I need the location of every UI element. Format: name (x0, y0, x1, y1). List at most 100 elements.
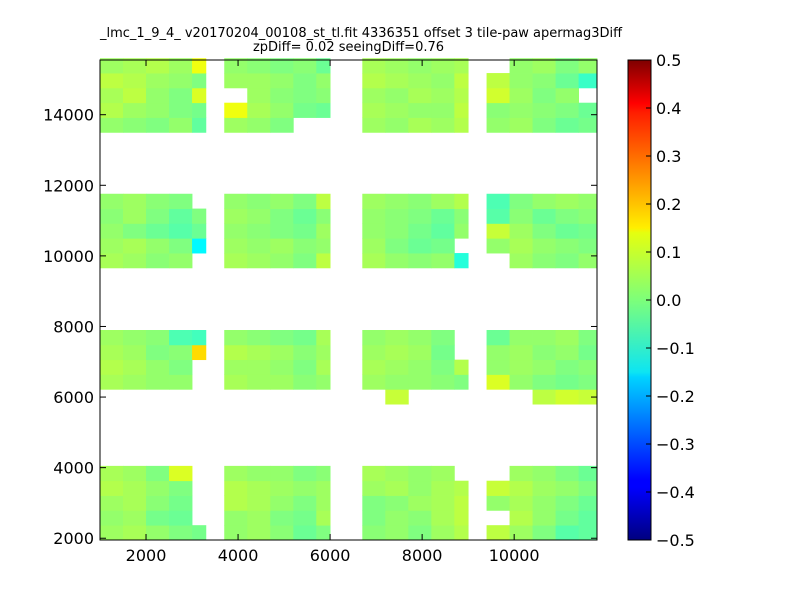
heatmap-cell (316, 330, 331, 346)
heatmap-cell (293, 238, 317, 254)
heatmap-cell (578, 359, 598, 375)
heatmap-cell (123, 117, 147, 133)
heatmap-cell (362, 525, 386, 541)
heatmap-cell (247, 359, 271, 375)
heatmap-cell (509, 102, 533, 118)
heatmap-cell (578, 73, 598, 89)
heatmap-cell (224, 374, 248, 390)
heatmap-cell (509, 330, 533, 346)
heatmap-cell (123, 193, 147, 209)
heatmap-cell (146, 510, 170, 526)
heatmap-cell (192, 344, 207, 361)
heatmap-cell (316, 253, 331, 269)
heatmap-cell (316, 73, 331, 89)
heatmap-cell (486, 73, 510, 89)
heatmap-cell (408, 344, 432, 361)
heatmap-cell (192, 208, 207, 224)
colorbar-tick-label: −0.4 (656, 483, 695, 502)
heatmap-cell (247, 525, 271, 541)
heatmap-cell (192, 73, 207, 89)
heatmap-cell (578, 495, 598, 511)
heatmap-cell (169, 525, 193, 541)
plot-frame (99, 59, 598, 541)
heatmap-cell (578, 238, 598, 254)
heatmap-cell (247, 374, 271, 390)
heatmap-cell (146, 102, 170, 118)
heatmap-cell (362, 480, 386, 496)
heatmap-cell (408, 193, 432, 209)
heatmap-cell (224, 525, 248, 541)
heatmap-cell (247, 58, 271, 74)
x-tick-label: 6000 (310, 546, 351, 565)
heatmap-cell (224, 495, 248, 511)
colorbar-tick-label: 0.4 (656, 99, 681, 118)
heatmap-cell (532, 344, 556, 361)
heatmap-cell (578, 117, 598, 133)
heatmap-cell (316, 374, 331, 390)
heatmap-cell (509, 87, 533, 104)
heatmap-cell (578, 465, 598, 482)
heatmap-cell (509, 58, 533, 74)
colorbar-tick-label: 0.5 (656, 51, 681, 70)
heatmap-cell (169, 193, 193, 209)
heatmap-cell (532, 117, 556, 133)
heatmap-cell (408, 223, 432, 239)
colorbar-tick-label: 0.3 (656, 147, 681, 166)
heatmap-cell (431, 208, 455, 224)
heatmap-cell (532, 389, 556, 405)
heatmap-cell (224, 253, 248, 269)
y-axis: 2000 4000 6000 8000 10000 12000 14000 (43, 106, 597, 548)
heatmap-cell (454, 510, 469, 526)
heatmap-cell (362, 510, 386, 526)
heatmap-cell (578, 223, 598, 239)
heatmap-cell (454, 117, 469, 133)
heatmap-cell (146, 480, 170, 496)
heatmap-cell (431, 330, 455, 346)
heatmap-cell (431, 525, 455, 541)
heatmap-cell (362, 73, 386, 89)
heatmap-cell (362, 102, 386, 118)
heatmap-cell (270, 344, 294, 361)
heatmap-cell (100, 208, 124, 224)
heatmap-cell (486, 344, 510, 361)
heatmap-cell (454, 87, 469, 104)
heatmap-cell (454, 525, 469, 541)
heatmap-cell (486, 525, 510, 541)
heatmap-cell (169, 510, 193, 526)
heatmap-cell (146, 193, 170, 209)
heatmap-cell (123, 495, 147, 511)
heatmap-cell (192, 223, 207, 239)
heatmap-cell (316, 102, 331, 118)
heatmap-cell (385, 465, 409, 482)
heatmap-cell (509, 525, 533, 541)
heatmap-cell (385, 359, 409, 375)
heatmap-cell (270, 208, 294, 224)
heatmap-cell (362, 117, 386, 133)
heatmap-cell (454, 374, 469, 390)
heatmap-cell (270, 465, 294, 482)
heatmap-cell (431, 344, 455, 361)
heatmap-cell (316, 495, 331, 511)
heatmap-cell (486, 117, 510, 133)
heatmap-cell (362, 58, 386, 74)
heatmap-cell (293, 193, 317, 209)
colorbar-tick-label: 0.0 (656, 291, 681, 310)
heatmap-cell (408, 330, 432, 346)
y-tick-label: 8000 (53, 317, 94, 336)
heatmap-cell (532, 465, 556, 482)
heatmap-cell (123, 525, 147, 541)
heatmap-cell (146, 344, 170, 361)
heatmap-cell (146, 223, 170, 239)
heatmap-cell (146, 495, 170, 511)
heatmap-cell (224, 223, 248, 239)
heatmap-cell (532, 208, 556, 224)
heatmap-cell (123, 208, 147, 224)
heatmap-cell (408, 253, 432, 269)
heatmap-cell (100, 344, 124, 361)
heatmap-cell (247, 344, 271, 361)
heatmap-cell (532, 73, 556, 89)
heatmap-cell (578, 389, 598, 405)
heatmap-cell (532, 525, 556, 541)
heatmap-cell (385, 330, 409, 346)
heatmap-cell (270, 238, 294, 254)
